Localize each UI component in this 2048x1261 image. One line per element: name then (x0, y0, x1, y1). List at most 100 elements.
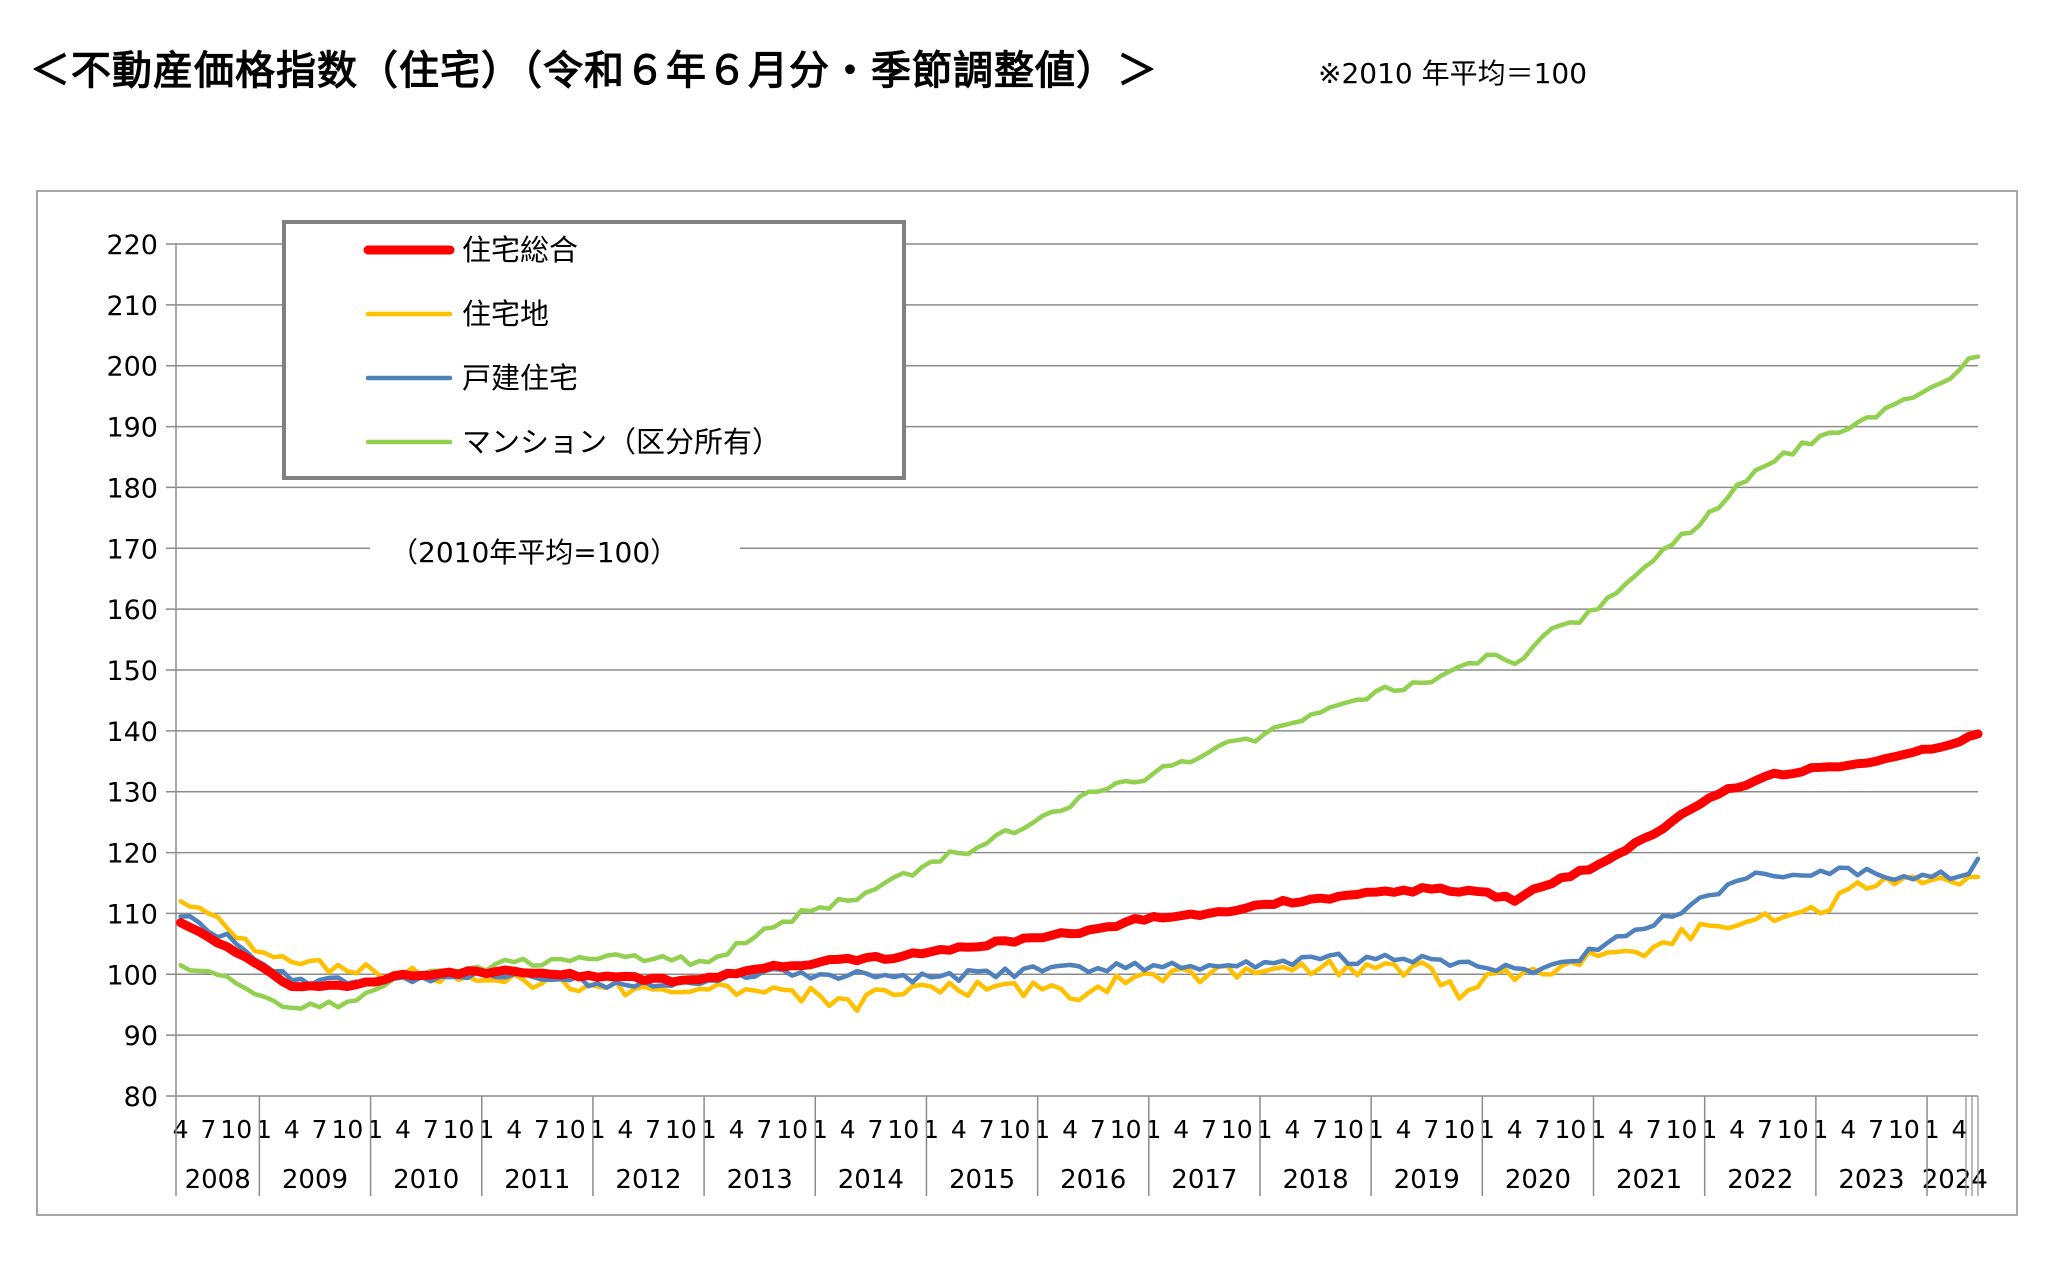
x-month-tick-label: 4 (284, 1115, 300, 1144)
x-month-tick-label: 10 (665, 1115, 697, 1144)
x-month-tick-label: 1 (701, 1115, 717, 1144)
y-tick-label: 160 (106, 595, 158, 626)
x-month-tick-label: 10 (1332, 1115, 1364, 1144)
x-year-label: 2023 (1838, 1165, 1904, 1195)
x-month-tick-label: 1 (1257, 1115, 1273, 1144)
x-year-label: 2011 (504, 1165, 570, 1195)
y-tick-label: 210 (106, 291, 158, 322)
x-year-label: 2015 (949, 1165, 1015, 1195)
y-tick-label: 220 (106, 230, 158, 261)
x-month-tick-label: 1 (812, 1115, 828, 1144)
base-year-annotation: （2010年平均=100） (390, 536, 678, 569)
x-month-tick-label: 7 (1201, 1115, 1217, 1144)
x-month-tick-label: 7 (1646, 1115, 1662, 1144)
x-month-tick-label: 1 (1813, 1115, 1829, 1144)
x-month-tick-label: 7 (645, 1115, 661, 1144)
y-tick-label: 150 (106, 656, 158, 687)
x-month-tick-label: 4 (1173, 1115, 1189, 1144)
y-axis-ticks: 80 90 100 110 120 130 140 150 160 170 180 190 200 210… (106, 230, 158, 1113)
x-year-label: 2020 (1505, 1165, 1571, 1195)
y-tick-label: 110 (106, 899, 158, 930)
x-month-tick-label: 7 (200, 1115, 216, 1144)
x-month-tick-label: 7 (1535, 1115, 1551, 1144)
y-tick-label: 200 (106, 352, 158, 383)
legend-label: 住宅地 (462, 297, 549, 331)
x-year-label: 2008 (185, 1165, 251, 1195)
series-line (178, 874, 1981, 1014)
x-month-tick-label: 10 (1443, 1115, 1475, 1144)
x-month-tick-label: 4 (1729, 1115, 1745, 1144)
y-tick-label: 80 (124, 1082, 158, 1113)
x-month-tick-label: 10 (776, 1115, 808, 1144)
x-month-tick-label: 7 (423, 1115, 439, 1144)
y-tick-label: 180 (106, 473, 158, 504)
base-year-note: ※2010 年平均＝100 (1318, 57, 1588, 90)
x-month-tick-label: 4 (1396, 1115, 1412, 1144)
x-month-tick-label: 10 (999, 1115, 1031, 1144)
x-month-tick-label: 4 (1062, 1115, 1078, 1144)
x-month-tick-label: 4 (1952, 1115, 1968, 1144)
page-title: ＜不動産価格指数（住宅）（令和６年６月分・季節調整値）＞ (30, 48, 1158, 94)
y-tick-label: 140 (106, 717, 158, 748)
x-month-tick-label: 7 (1757, 1115, 1773, 1144)
x-month-tick-label: 1 (478, 1115, 494, 1144)
chart-annotation: （2010年平均=100） (370, 522, 740, 580)
x-month-tick-label: 1 (1479, 1115, 1495, 1144)
x-month-tick-label: 4 (617, 1115, 633, 1144)
x-month-tick-label: 4 (840, 1115, 856, 1144)
y-tick-label: 190 (106, 413, 158, 444)
line-chart: 8090100110120130140150160170180190200210… (106, 220, 1988, 1196)
y-tick-label: 170 (106, 534, 158, 565)
x-year-label: 2017 (1171, 1165, 1237, 1195)
x-month-tick-label: 7 (1312, 1115, 1328, 1144)
legend-label: マンション（区分所有） (462, 425, 781, 459)
x-month-tick-label: 7 (979, 1115, 995, 1144)
x-month-tick-label: 7 (868, 1115, 884, 1144)
y-tick-label: 100 (106, 960, 158, 991)
x-month-tick-label: 1 (1590, 1115, 1606, 1144)
x-year-label: 2010 (393, 1165, 459, 1195)
x-month-tick-label: 10 (554, 1115, 586, 1144)
x-month-tick-label: 1 (1924, 1115, 1940, 1144)
x-month-tick-label: 4 (1507, 1115, 1523, 1144)
x-month-tick-label: 1 (590, 1115, 606, 1144)
x-month-tick-label: 7 (312, 1115, 328, 1144)
x-month-tick-label: 1 (1034, 1115, 1050, 1144)
x-month-tick-label: 1 (367, 1115, 383, 1144)
x-month-tick-label: 4 (395, 1115, 411, 1144)
series-line (176, 729, 1983, 992)
x-year-label: 2018 (1282, 1165, 1348, 1195)
chart-frame: 80 90 100 110 120 130 140 150 160 170 180 190 200 210… (36, 190, 2018, 1216)
x-month-tick-label: 1 (256, 1115, 272, 1144)
x-year-label: 2009 (282, 1165, 348, 1195)
legend-label: 戸建住宅 (462, 361, 578, 395)
x-month-tick-label: 7 (1868, 1115, 1884, 1144)
x-month-tick-label: 4 (729, 1115, 745, 1144)
x-month-tick-label: 1 (923, 1115, 939, 1144)
y-tick-label: 90 (124, 1021, 158, 1052)
x-month-tick-label: 4 (1840, 1115, 1856, 1144)
x-month-tick-label: 1 (1368, 1115, 1384, 1144)
x-month-tick-label: 4 (1284, 1115, 1300, 1144)
x-month-tick-label: 1 (1701, 1115, 1717, 1144)
x-month-tick-label: 7 (756, 1115, 772, 1144)
x-month-tick-label: 10 (887, 1115, 919, 1144)
x-month-tick-label: 10 (331, 1115, 363, 1144)
legend-label: 住宅総合 (462, 233, 578, 267)
x-month-tick-label: 10 (1666, 1115, 1698, 1144)
x-year-label: 2013 (727, 1165, 793, 1195)
series-lines (176, 354, 1983, 1014)
x-month-tick-label: 10 (443, 1115, 475, 1144)
x-year-label: 2016 (1060, 1165, 1126, 1195)
x-month-tick-label: 10 (1554, 1115, 1586, 1144)
x-month-tick-label: 7 (1423, 1115, 1439, 1144)
x-month-tick-label: 4 (951, 1115, 967, 1144)
y-tick-label: 130 (106, 778, 158, 809)
x-month-tick-label: 7 (534, 1115, 550, 1144)
x-year-label: 2012 (615, 1165, 681, 1195)
x-month-tick-label: 4 (1618, 1115, 1634, 1144)
x-month-tick-label: 10 (220, 1115, 252, 1144)
x-month-tick-label: 10 (1221, 1115, 1253, 1144)
